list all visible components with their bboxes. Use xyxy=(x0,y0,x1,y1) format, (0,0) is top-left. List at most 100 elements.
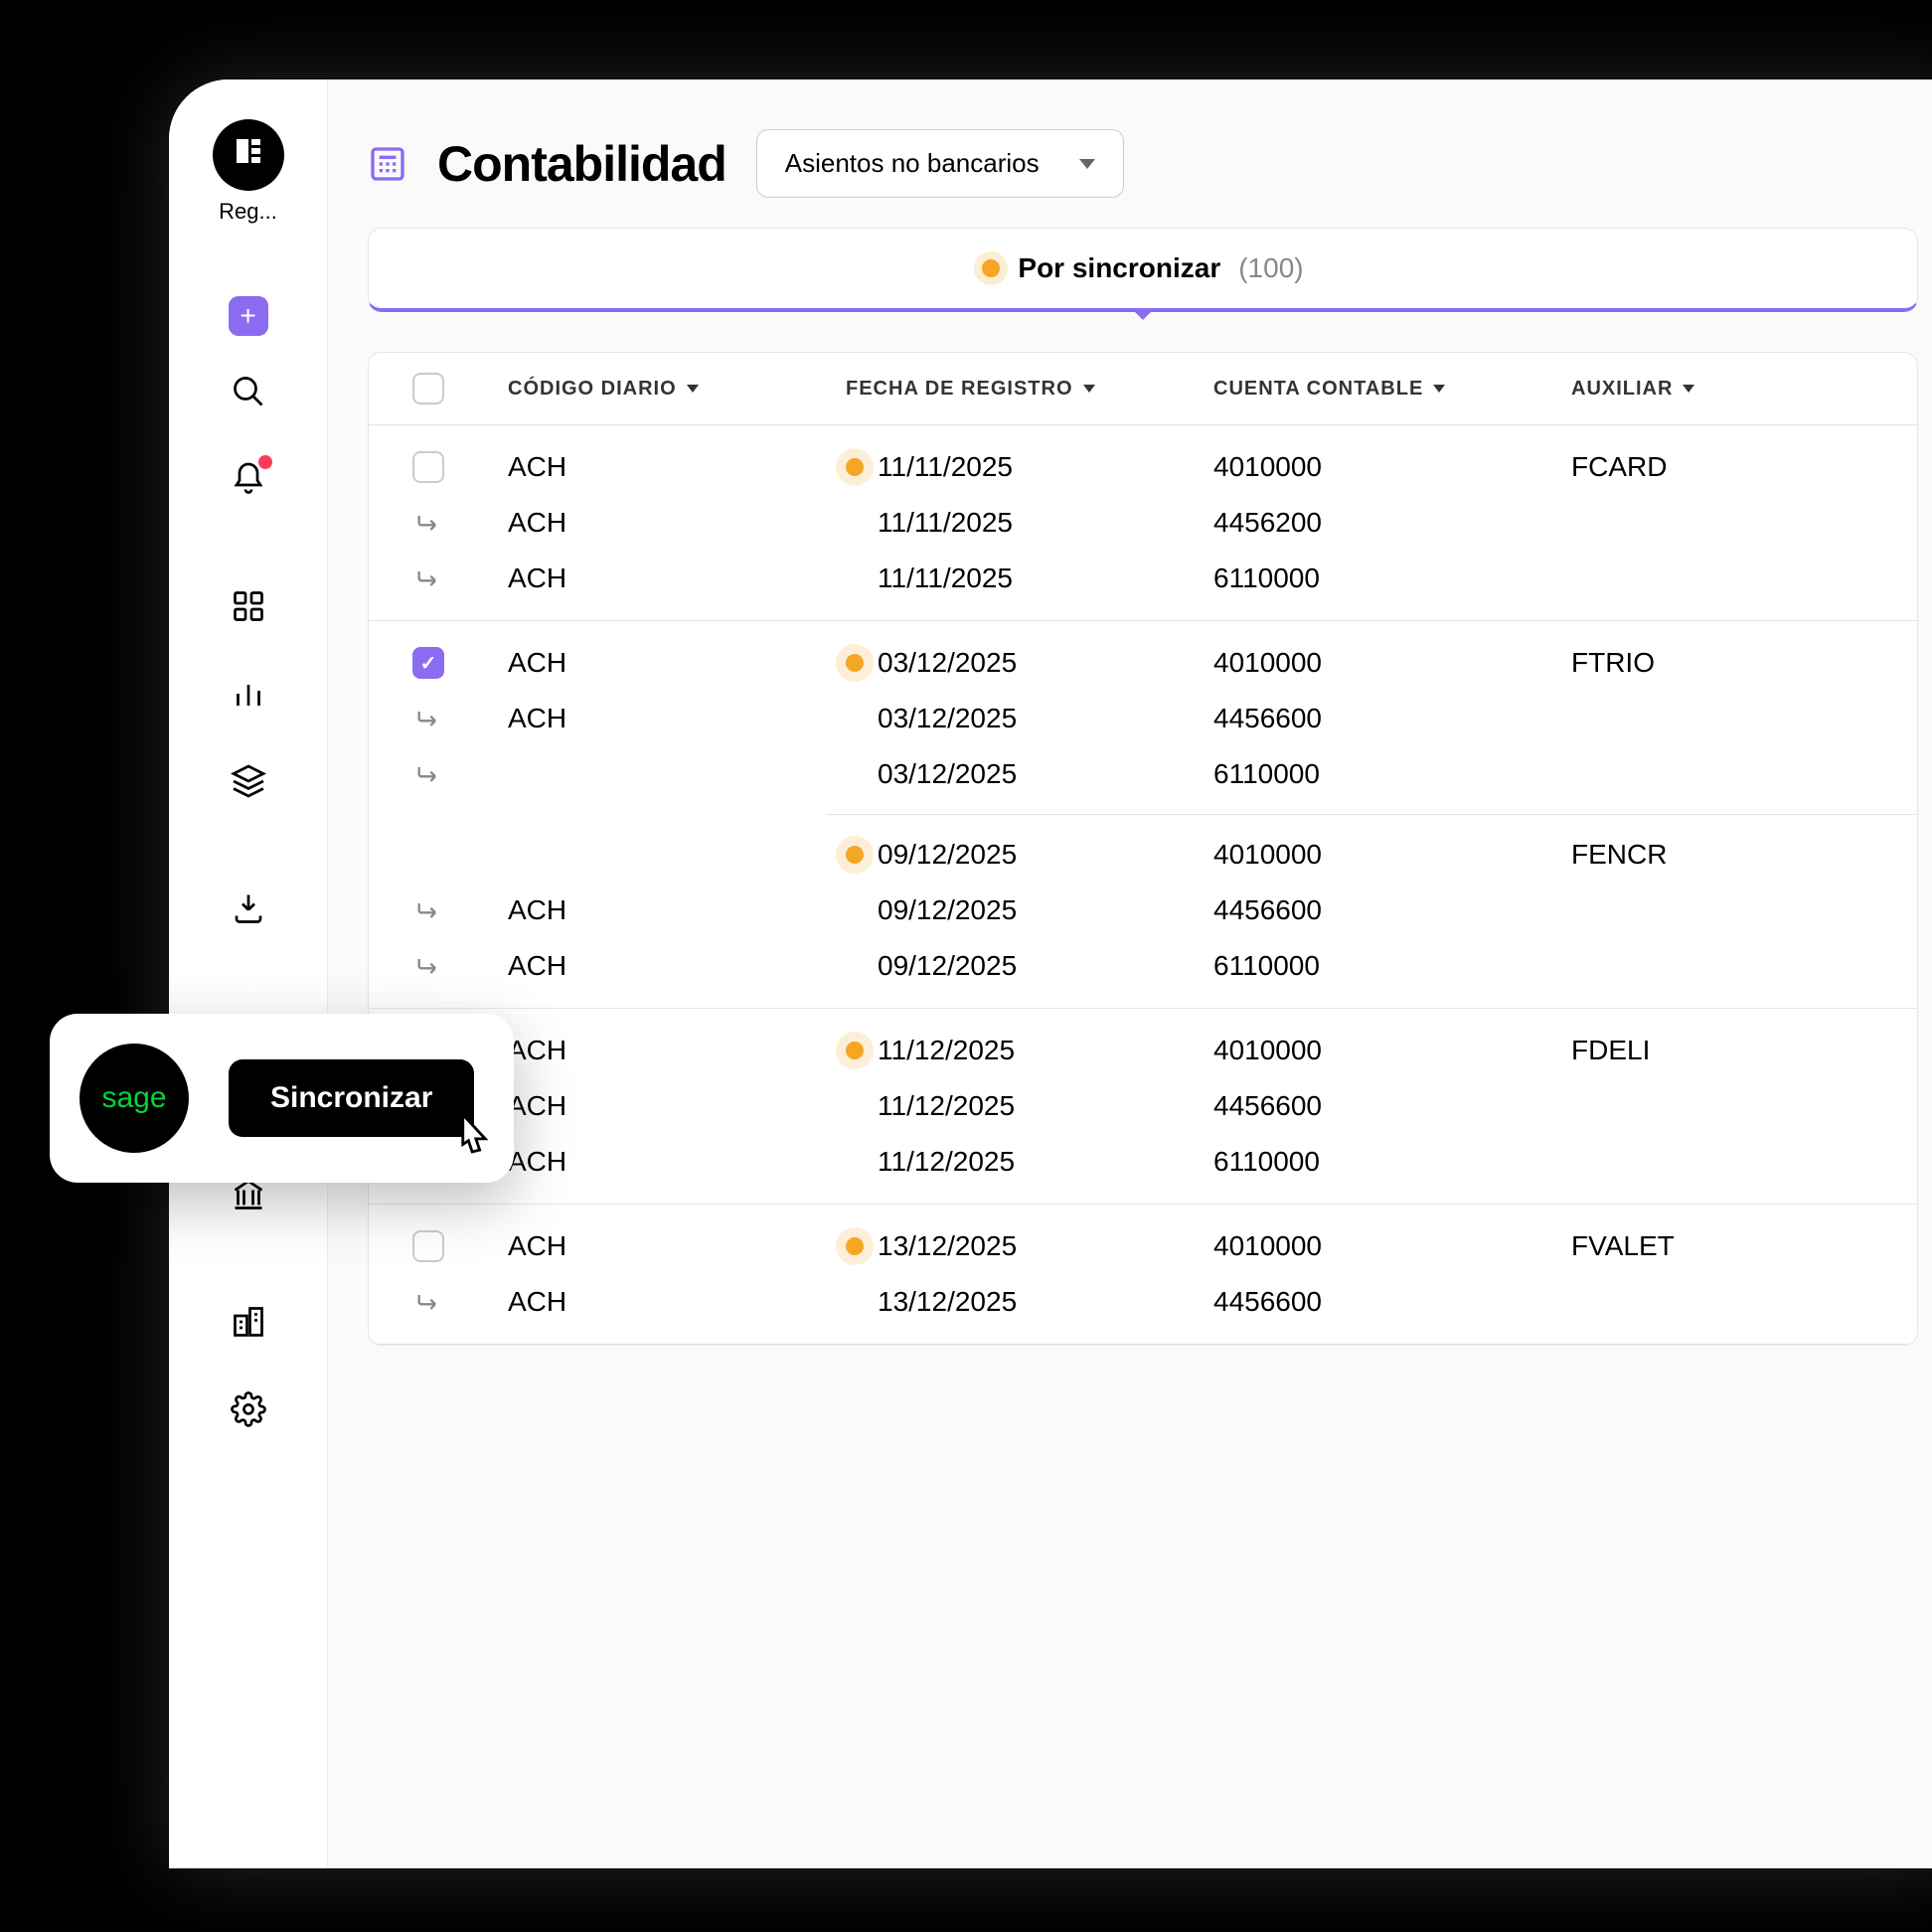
child-arrow-icon xyxy=(414,705,442,732)
cell-account: 4010000 xyxy=(1194,839,1551,871)
sync-filter-tab[interactable]: Por sincronizar (100) xyxy=(368,228,1918,312)
sort-caret-icon xyxy=(687,385,699,393)
row-checkbox[interactable] xyxy=(412,647,444,679)
cell-date: 09/12/2025 xyxy=(826,950,1194,982)
sidebar: Reg... + xyxy=(169,80,328,1868)
row-checkbox[interactable] xyxy=(412,451,444,483)
logo-glyph xyxy=(231,133,266,178)
cell-account: 6110000 xyxy=(1194,1146,1551,1178)
cell-date: 09/12/2025 xyxy=(826,839,1194,871)
cell-account: 4010000 xyxy=(1194,1035,1551,1066)
cell-account: 6110000 xyxy=(1194,758,1551,790)
chevron-down-icon xyxy=(1079,159,1095,169)
cell-code: ACH xyxy=(488,1090,826,1122)
table-row[interactable]: 03/12/2025 6110000 xyxy=(369,746,1917,802)
cell-date: 11/12/2025 xyxy=(826,1090,1194,1122)
cell-code: ACH xyxy=(488,703,826,734)
app-logo[interactable] xyxy=(213,119,284,191)
table-row[interactable]: ACH 13/12/2025 4010000 FVALET xyxy=(369,1218,1917,1274)
table-row[interactable]: ACH 11/11/2025 6110000 xyxy=(369,551,1917,606)
status-dot-icon xyxy=(846,458,864,476)
cell-aux: FDELI xyxy=(1551,1035,1850,1066)
filter-count: (100) xyxy=(1238,252,1303,284)
cell-code: ACH xyxy=(488,950,826,982)
notifications-icon[interactable] xyxy=(227,457,270,501)
table-row[interactable]: ACH 11/11/2025 4010000 FCARD xyxy=(369,439,1917,495)
status-dot-icon xyxy=(846,1042,864,1059)
entries-table: CÓDIGO DIARIO FECHA DE REGISTRO CUENTA C… xyxy=(368,352,1918,1346)
cell-code: ACH xyxy=(488,451,826,483)
cell-account: 4456600 xyxy=(1194,1090,1551,1122)
cell-code: ACH xyxy=(488,507,826,539)
cell-account: 4456200 xyxy=(1194,507,1551,539)
cell-account: 4456600 xyxy=(1194,703,1551,734)
table-row[interactable]: ACH 11/12/2025 6110000 xyxy=(369,1134,1917,1190)
child-arrow-icon xyxy=(414,952,442,980)
cell-date: 03/12/2025 xyxy=(826,703,1194,734)
sync-button[interactable]: Sincronizar xyxy=(229,1059,474,1137)
main-content: Contabilidad Asientos no bancarios Por s… xyxy=(328,80,1932,1868)
group-divider xyxy=(826,814,1917,815)
page-header: Contabilidad Asientos no bancarios xyxy=(328,80,1932,228)
child-arrow-icon xyxy=(414,896,442,924)
row-group: ACH 11/11/2025 4010000 FCARD ACH 11/11/2… xyxy=(369,425,1917,621)
cell-date: 03/12/2025 xyxy=(826,647,1194,679)
settings-icon[interactable] xyxy=(227,1387,270,1431)
child-arrow-icon xyxy=(414,509,442,537)
cell-date: 09/12/2025 xyxy=(826,894,1194,926)
analytics-icon[interactable] xyxy=(227,672,270,716)
cell-date: 13/12/2025 xyxy=(826,1230,1194,1262)
dropdown-value: Asientos no bancarios xyxy=(785,148,1040,179)
select-all-column[interactable] xyxy=(369,373,488,404)
column-aux[interactable]: AUXILIAR xyxy=(1551,378,1850,401)
table-row[interactable]: ACH 11/12/2025 4010000 FDELI xyxy=(369,1023,1917,1078)
add-button[interactable]: + xyxy=(229,296,268,336)
cell-code: ACH xyxy=(488,1230,826,1262)
table-row[interactable]: ACH 03/12/2025 4456600 xyxy=(369,691,1917,746)
table-row[interactable]: ACH 11/12/2025 4456600 xyxy=(369,1078,1917,1134)
table-row[interactable]: ACH 11/11/2025 4456200 xyxy=(369,495,1917,551)
child-arrow-icon xyxy=(414,564,442,592)
table-row[interactable]: 09/12/2025 4010000 FENCR xyxy=(369,827,1917,883)
cell-aux: FENCR xyxy=(1551,839,1850,871)
table-row[interactable]: ACH 09/12/2025 4456600 xyxy=(369,883,1917,938)
cell-account: 6110000 xyxy=(1194,950,1551,982)
cell-aux: FCARD xyxy=(1551,451,1850,483)
table-row[interactable]: ACH 09/12/2025 6110000 xyxy=(369,938,1917,994)
status-dot-icon xyxy=(846,654,864,672)
row-group: ACH 13/12/2025 4010000 FVALET ACH 13/12/… xyxy=(369,1205,1917,1345)
notification-badge xyxy=(258,455,272,469)
sort-caret-icon xyxy=(1683,385,1694,393)
status-dot-icon xyxy=(846,1237,864,1255)
import-icon[interactable] xyxy=(227,886,270,930)
column-code[interactable]: CÓDIGO DIARIO xyxy=(488,378,826,401)
select-all-checkbox[interactable] xyxy=(412,373,444,404)
cell-date: 03/12/2025 xyxy=(826,758,1194,790)
child-arrow-icon xyxy=(414,760,442,788)
child-arrow-icon xyxy=(414,1288,442,1316)
layers-icon[interactable] xyxy=(227,759,270,803)
column-date[interactable]: FECHA DE REGISTRO xyxy=(826,378,1194,401)
sage-logo: sage xyxy=(80,1044,189,1153)
page-title: Contabilidad xyxy=(437,135,726,193)
cell-account: 4456600 xyxy=(1194,894,1551,926)
row-checkbox[interactable] xyxy=(412,1230,444,1262)
table-row[interactable]: ACH 13/12/2025 4456600 xyxy=(369,1274,1917,1330)
table-row[interactable]: ACH 03/12/2025 4010000 FTRIO xyxy=(369,635,1917,691)
entry-type-dropdown[interactable]: Asientos no bancarios xyxy=(756,129,1124,198)
cell-account: 4010000 xyxy=(1194,647,1551,679)
column-account[interactable]: CUENTA CONTABLE xyxy=(1194,378,1551,401)
cell-account: 6110000 xyxy=(1194,563,1551,594)
apps-icon[interactable] xyxy=(227,584,270,628)
cell-code: ACH xyxy=(488,1035,826,1066)
app-window: Reg... + xyxy=(169,80,1932,1868)
status-dot-icon xyxy=(982,259,1000,277)
cell-aux: FTRIO xyxy=(1551,647,1850,679)
app-name-abbrev: Reg... xyxy=(219,199,277,225)
search-icon[interactable] xyxy=(227,370,270,413)
cell-account: 4010000 xyxy=(1194,451,1551,483)
cell-code: ACH xyxy=(488,894,826,926)
buildings-icon[interactable] xyxy=(227,1300,270,1344)
cell-code: ACH xyxy=(488,1286,826,1318)
sort-caret-icon xyxy=(1433,385,1445,393)
